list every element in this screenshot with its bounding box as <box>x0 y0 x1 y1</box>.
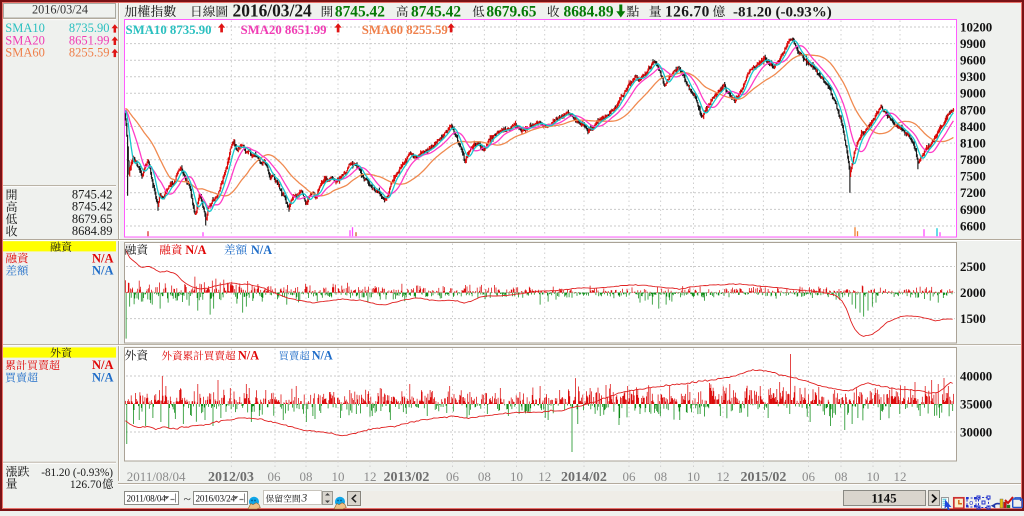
svg-text:9000: 9000 <box>960 87 986 101</box>
svg-text:7200: 7200 <box>960 186 986 200</box>
svg-text:3: 3 <box>301 493 308 505</box>
svg-text:08: 08 <box>300 469 313 484</box>
svg-text:SMA10: SMA10 <box>5 21 45 35</box>
svg-text:~: ~ <box>184 492 191 507</box>
svg-text:12: 12 <box>538 469 551 484</box>
svg-text:06: 06 <box>623 469 637 484</box>
svg-text:8745.42: 8745.42 <box>411 4 461 21</box>
svg-text:6900: 6900 <box>960 203 986 217</box>
svg-text:8745.42: 8745.42 <box>72 200 113 214</box>
svg-text:12: 12 <box>717 469 730 484</box>
svg-text:8679.65: 8679.65 <box>486 4 536 21</box>
svg-text:10: 10 <box>510 469 523 484</box>
svg-text:2011/08/04: 2011/08/04 <box>127 494 167 504</box>
svg-text:10: 10 <box>687 469 700 484</box>
svg-text:8684.89: 8684.89 <box>564 4 614 21</box>
svg-text:8745.42: 8745.42 <box>335 4 385 21</box>
svg-text:8735.90: 8735.90 <box>69 21 110 35</box>
svg-text:2000: 2000 <box>960 286 986 300</box>
svg-text:7500: 7500 <box>960 170 986 184</box>
svg-text:10: 10 <box>332 469 345 484</box>
svg-text:1500: 1500 <box>960 312 986 326</box>
svg-text:9300: 9300 <box>960 70 986 84</box>
svg-text:SMA60: SMA60 <box>5 46 45 60</box>
svg-text:08: 08 <box>654 469 667 484</box>
svg-text:9900: 9900 <box>960 37 986 51</box>
svg-text:2016/03/24: 2016/03/24 <box>32 3 88 17</box>
svg-text:06: 06 <box>446 469 460 484</box>
svg-text:6600: 6600 <box>960 219 986 233</box>
svg-text:-81.20 (-0.93%): -81.20 (-0.93%) <box>733 5 832 21</box>
svg-text:8100: 8100 <box>960 136 986 150</box>
svg-text:1145: 1145 <box>871 491 897 506</box>
svg-text:2012/03: 2012/03 <box>208 470 254 485</box>
svg-text:o: o <box>969 500 973 507</box>
svg-text:N/A: N/A <box>92 371 114 385</box>
svg-text:12: 12 <box>894 469 907 484</box>
svg-text:10: 10 <box>867 469 880 484</box>
svg-text:7800: 7800 <box>960 153 986 167</box>
svg-text:10200: 10200 <box>960 20 992 34</box>
svg-text:40000: 40000 <box>960 369 992 383</box>
svg-text:2014/02: 2014/02 <box>561 470 607 485</box>
svg-text:30000: 30000 <box>960 425 992 439</box>
svg-text:08: 08 <box>835 469 848 484</box>
svg-text:N/A: N/A <box>238 349 259 363</box>
svg-text:N/A: N/A <box>312 349 333 363</box>
svg-text:N/A: N/A <box>92 251 114 265</box>
svg-text:2500: 2500 <box>960 260 986 274</box>
svg-text:2016/03/24: 2016/03/24 <box>196 494 236 504</box>
svg-text:9600: 9600 <box>960 54 986 68</box>
svg-text:SMA20 8651.99: SMA20 8651.99 <box>241 23 327 37</box>
svg-text:08: 08 <box>478 469 491 484</box>
svg-text:N/A: N/A <box>92 358 114 372</box>
svg-text:8684.89: 8684.89 <box>72 224 113 238</box>
svg-text:SMA60 8255.59: SMA60 8255.59 <box>362 23 448 37</box>
svg-text:-81.20 (-0.93%): -81.20 (-0.93%) <box>41 467 113 479</box>
svg-text:126.70: 126.70 <box>70 479 102 491</box>
svg-text:06: 06 <box>268 469 282 484</box>
svg-text:2015/02: 2015/02 <box>740 470 786 485</box>
svg-text:8745.42: 8745.42 <box>72 188 113 202</box>
svg-text:06: 06 <box>802 469 816 484</box>
svg-text:N/A: N/A <box>185 243 206 257</box>
svg-text:8679.65: 8679.65 <box>72 212 113 226</box>
svg-text:2011/08/04: 2011/08/04 <box>127 469 186 484</box>
svg-text:8700: 8700 <box>960 103 986 117</box>
svg-text:N/A: N/A <box>92 264 114 278</box>
svg-text:8255.59: 8255.59 <box>69 46 110 60</box>
svg-text:35000: 35000 <box>960 397 992 411</box>
svg-text:126.70: 126.70 <box>665 4 710 21</box>
svg-text:2016/03/24: 2016/03/24 <box>233 1 313 21</box>
svg-text:8400: 8400 <box>960 120 986 134</box>
svg-text:12: 12 <box>364 469 377 484</box>
svg-text:2013/02: 2013/02 <box>384 470 430 485</box>
svg-text:SMA20: SMA20 <box>5 33 45 47</box>
svg-text:8651.99: 8651.99 <box>69 33 110 47</box>
svg-text:N/A: N/A <box>251 243 272 257</box>
svg-text:SMA10 8735.90: SMA10 8735.90 <box>126 23 212 37</box>
